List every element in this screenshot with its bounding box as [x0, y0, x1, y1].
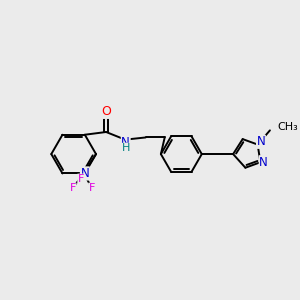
Text: N: N	[259, 156, 268, 169]
Text: N: N	[256, 135, 265, 148]
Text: N: N	[80, 167, 89, 180]
Text: H: H	[122, 143, 130, 153]
Text: N: N	[121, 136, 130, 149]
Text: F: F	[78, 174, 84, 184]
Text: O: O	[101, 105, 111, 118]
Text: F: F	[89, 183, 95, 193]
Text: CH₃: CH₃	[278, 122, 298, 132]
Text: F: F	[70, 183, 76, 193]
